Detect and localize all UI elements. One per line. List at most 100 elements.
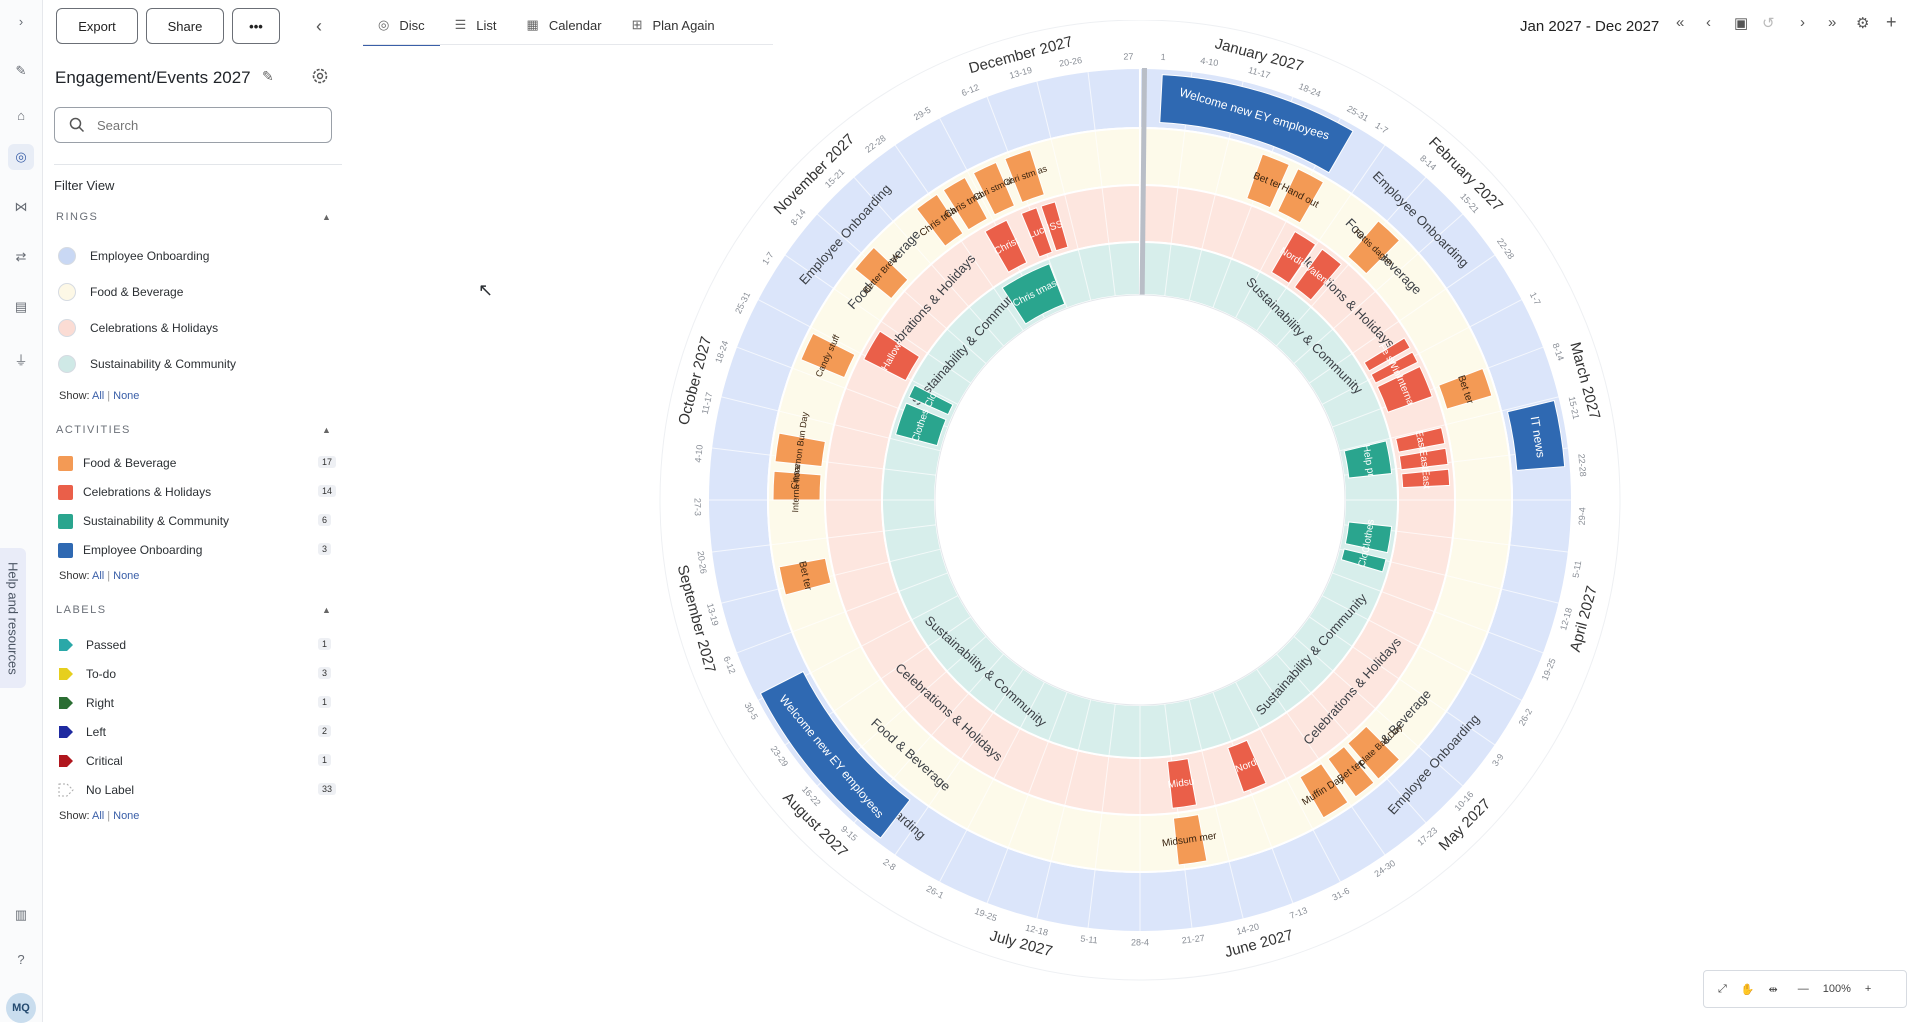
activity-block[interactable]: [1347, 220, 1401, 275]
activity-block[interactable]: [1227, 739, 1267, 793]
tab-list[interactable]: ☰ List: [440, 6, 512, 44]
labels-collapse-icon[interactable]: ▲: [322, 605, 331, 615]
activity-block[interactable]: [1395, 427, 1446, 453]
activity-celebration[interactable]: East: [1395, 427, 1446, 453]
activity-block[interactable]: [1299, 763, 1349, 819]
activity-block[interactable]: [1370, 351, 1419, 384]
share-network-icon[interactable]: ⋈: [14, 199, 28, 214]
label-filter-item[interactable]: To-do: [58, 663, 116, 685]
activity-celebration[interactable]: Valent: [1293, 248, 1343, 301]
today-icon[interactable]: ▣: [1734, 15, 1749, 32]
help-icon[interactable]: ?: [17, 951, 25, 967]
ring-filter-item[interactable]: Food & Beverage: [58, 281, 183, 303]
search-input[interactable]: [95, 116, 319, 134]
label-filter-item[interactable]: No Label: [58, 779, 134, 801]
activity-block[interactable]: [1159, 74, 1354, 174]
activity-sustain[interactable]: Help pr: [1343, 440, 1393, 479]
label-filter-item[interactable]: Left: [58, 721, 106, 743]
activity-onboarding[interactable]: IT news: [1506, 399, 1566, 471]
activity-celebration[interactable]: Nord: [1227, 739, 1267, 793]
activity-celebration[interactable]: ISS: [1040, 201, 1069, 252]
next-icon[interactable]: ›: [1800, 14, 1805, 31]
activity-block[interactable]: [1438, 367, 1493, 410]
activity-block[interactable]: [908, 384, 954, 416]
activity-block[interactable]: [1401, 468, 1451, 489]
activity-celebration[interactable]: Interna: [1376, 365, 1433, 413]
undo-icon[interactable]: ↺: [1762, 15, 1775, 32]
swap-icon[interactable]: ⇄: [15, 249, 27, 264]
activity-block[interactable]: [1040, 201, 1069, 252]
add-icon[interactable]: +: [1886, 12, 1897, 32]
activity-block[interactable]: [1327, 745, 1375, 798]
activity-block[interactable]: [1020, 207, 1053, 258]
share-button[interactable]: Share: [146, 8, 224, 44]
activity-block[interactable]: [1343, 440, 1393, 479]
activity-block[interactable]: [1270, 230, 1317, 284]
help-and-resources-tab[interactable]: Help and resources: [0, 548, 26, 688]
organization-icon[interactable]: ▥: [14, 907, 28, 922]
activity-celebration[interactable]: East: [1401, 468, 1451, 490]
expand-icon[interactable]: ›: [18, 13, 24, 29]
activity-celebration[interactable]: Luci: [1020, 207, 1053, 258]
activity-food[interactable]: Bet ter: [1246, 153, 1290, 209]
activity-food[interactable]: Hand out: [1277, 168, 1325, 224]
edit-plan-icon[interactable]: ✎: [15, 63, 27, 78]
activity-celebration[interactable]: Fe ss: [1363, 337, 1411, 372]
activity-block[interactable]: [972, 161, 1016, 216]
labels-show-all-link[interactable]: All: [92, 810, 105, 822]
more-options-button[interactable]: •••: [232, 8, 280, 44]
export-button[interactable]: Export: [56, 8, 138, 44]
activity-celebration[interactable]: Nordic: [1270, 230, 1317, 284]
activity-celebration[interactable]: Hallow: [863, 330, 921, 382]
rings-collapse-icon[interactable]: ▲: [322, 212, 331, 222]
activity-food[interactable]: Candy stuff: [800, 332, 856, 379]
disc-view-icon[interactable]: ◎: [8, 144, 34, 170]
activity-food[interactable]: Midsum mer: [1161, 814, 1218, 866]
activity-block[interactable]: [863, 330, 921, 382]
rings-show-none-link[interactable]: None: [113, 390, 140, 402]
ring-filter-item[interactable]: Celebrations & Holidays: [58, 317, 218, 339]
previous-icon[interactable]: ‹: [1706, 14, 1711, 31]
activity-celebration[interactable]: Win: [1370, 351, 1419, 384]
activity-filter-item[interactable]: Sustainability & Community: [58, 510, 229, 532]
activity-block[interactable]: [1344, 521, 1393, 554]
zoom-in-icon[interactable]: +: [1864, 983, 1872, 995]
activity-block[interactable]: [1376, 365, 1433, 413]
activity-block[interactable]: [1246, 153, 1290, 209]
activities-show-none-link[interactable]: None: [113, 570, 140, 582]
activity-food[interactable]: Interna tional: [772, 460, 822, 513]
activity-block[interactable]: [1398, 447, 1449, 471]
activity-block[interactable]: [800, 332, 856, 379]
activity-filter-item[interactable]: Employee Onboarding: [58, 539, 202, 561]
fit-screen-icon[interactable]: ⤢: [1718, 982, 1727, 995]
activity-celebration[interactable]: Midsu: [1166, 758, 1198, 809]
activity-block[interactable]: [1340, 548, 1387, 573]
activity-block[interactable]: [774, 432, 826, 468]
label-filter-item[interactable]: Passed: [58, 634, 126, 656]
activities-collapse-icon[interactable]: ▲: [322, 425, 331, 435]
plug-icon[interactable]: ⏚: [14, 352, 28, 368]
activity-block[interactable]: [1004, 149, 1045, 204]
activity-block[interactable]: [1277, 168, 1325, 224]
activity-food[interactable]: Bet ter: [778, 557, 832, 596]
tab-disc[interactable]: ◎ Disc: [363, 6, 440, 46]
activity-block[interactable]: [778, 557, 832, 596]
activity-block[interactable]: [942, 176, 988, 231]
settings-icon[interactable]: ⚙: [1856, 15, 1870, 32]
activities-show-all-link[interactable]: All: [92, 570, 105, 582]
archive-icon[interactable]: ▤: [14, 299, 28, 314]
activity-block[interactable]: [915, 193, 964, 247]
avatar[interactable]: MQ: [6, 993, 36, 1023]
collapse-panel-icon[interactable]: ‹: [316, 16, 322, 36]
label-filter-item[interactable]: Right: [58, 692, 114, 714]
activity-sustain[interactable]: Clo: [1340, 548, 1387, 573]
activity-sustain[interactable]: Chris tmas: [1001, 263, 1066, 325]
labels-show-none-link[interactable]: None: [113, 810, 140, 822]
activity-sustain[interactable]: Clothes: [895, 402, 947, 447]
activity-block[interactable]: [1001, 263, 1066, 325]
activity-block[interactable]: [1506, 399, 1566, 471]
activity-block[interactable]: [854, 246, 909, 300]
activity-food[interactable]: Muffin Day: [1299, 763, 1349, 819]
rings-show-all-link[interactable]: All: [92, 390, 105, 402]
home-icon[interactable]: ⌂: [17, 107, 25, 123]
